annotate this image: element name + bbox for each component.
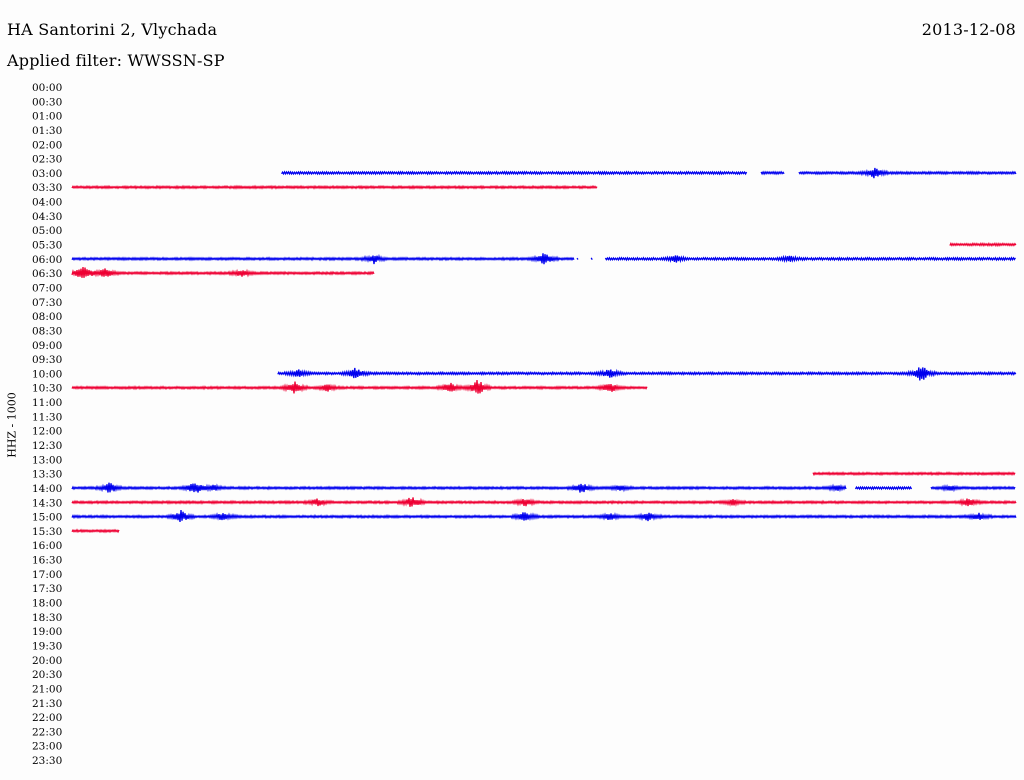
tick-label: 12:30 bbox=[32, 440, 62, 452]
tick-label: 00:30 bbox=[32, 96, 62, 108]
tick-label: 02:30 bbox=[32, 154, 62, 166]
tick-label: 18:30 bbox=[32, 612, 62, 624]
trace-row-0300 bbox=[281, 167, 1017, 179]
trace-row-1330 bbox=[812, 471, 1016, 477]
trace-segment bbox=[576, 257, 579, 260]
trace-row-1430 bbox=[71, 497, 1017, 507]
tick-label: 05:30 bbox=[32, 240, 62, 252]
trace-row-0630 bbox=[71, 266, 375, 278]
date-label: 2013-12-08 bbox=[921, 20, 1016, 39]
tick-label: 14:00 bbox=[32, 483, 62, 495]
trace-segment bbox=[71, 266, 375, 278]
tick-label: 06:30 bbox=[32, 268, 62, 280]
tick-label: 01:30 bbox=[32, 125, 62, 137]
trace-row-1530 bbox=[71, 528, 120, 534]
trace-segment bbox=[277, 367, 1017, 381]
tick-label: 10:00 bbox=[32, 368, 62, 380]
tick-label: 06:00 bbox=[32, 254, 62, 266]
tick-label: 16:30 bbox=[32, 555, 62, 567]
filter-value: WWSSN-SP bbox=[127, 51, 225, 70]
tick-label: 19:00 bbox=[32, 626, 62, 638]
tick-label: 11:00 bbox=[32, 397, 62, 409]
trace-row-1000 bbox=[277, 367, 1017, 381]
trace-segment bbox=[71, 482, 847, 493]
tick-label: 09:30 bbox=[32, 354, 62, 366]
trace-segment bbox=[760, 170, 785, 176]
tick-label: 17:00 bbox=[32, 569, 62, 581]
tick-label: 07:30 bbox=[32, 297, 62, 309]
trace-segment bbox=[798, 167, 1017, 179]
station-title: HA Santorini 2, Vlychada bbox=[7, 20, 218, 39]
tick-label: 16:00 bbox=[32, 540, 62, 552]
tick-label: 12:00 bbox=[32, 426, 62, 438]
tick-label: 03:00 bbox=[32, 168, 62, 180]
tick-label: 15:00 bbox=[32, 512, 62, 524]
trace-row-1030 bbox=[71, 379, 648, 394]
trace-segment bbox=[590, 257, 593, 260]
tick-label: 23:00 bbox=[32, 741, 62, 753]
tick-label: 18:00 bbox=[32, 598, 62, 610]
trace-segment bbox=[71, 253, 575, 265]
tick-label: 08:30 bbox=[32, 325, 62, 337]
trace-row-1400 bbox=[71, 482, 1016, 493]
trace-segment bbox=[854, 485, 913, 491]
filter-label: Applied filter: bbox=[7, 51, 123, 70]
tick-label: 13:30 bbox=[32, 469, 62, 481]
trace-segment bbox=[71, 497, 1017, 507]
trace-segment bbox=[71, 509, 1017, 523]
trace-segment bbox=[71, 184, 598, 190]
trace-row-0600 bbox=[71, 253, 1016, 265]
tick-label: 13:00 bbox=[32, 454, 62, 466]
tick-label: 09:00 bbox=[32, 340, 62, 352]
trace-segment bbox=[949, 241, 1017, 248]
tick-label: 08:00 bbox=[32, 311, 62, 323]
tick-label: 11:30 bbox=[32, 411, 62, 423]
tick-label: 19:30 bbox=[32, 640, 62, 652]
tick-label: 20:00 bbox=[32, 655, 62, 667]
tick-label: 10:30 bbox=[32, 383, 62, 395]
tick-label: 20:30 bbox=[32, 669, 62, 681]
tick-label: 03:30 bbox=[32, 182, 62, 194]
trace-row-0330 bbox=[71, 184, 598, 190]
trace-segment bbox=[71, 528, 120, 534]
tick-label: 04:00 bbox=[32, 197, 62, 209]
tick-label: 15:30 bbox=[32, 526, 62, 538]
tick-label: 04:30 bbox=[32, 211, 62, 223]
trace-row-0530 bbox=[949, 241, 1017, 248]
trace-segment bbox=[281, 170, 748, 176]
trace-segment bbox=[930, 484, 1016, 493]
tick-label: 21:00 bbox=[32, 683, 62, 695]
trace-segment bbox=[604, 254, 1016, 264]
tick-label: 05:00 bbox=[32, 225, 62, 237]
tick-label: 22:30 bbox=[32, 726, 62, 738]
tick-label: 14:30 bbox=[32, 497, 62, 509]
tick-label: 02:00 bbox=[32, 139, 62, 151]
trace-group bbox=[71, 167, 1017, 534]
tick-label: 23:30 bbox=[32, 755, 62, 767]
tick-label: 17:30 bbox=[32, 583, 62, 595]
tick-label: 00:00 bbox=[32, 82, 62, 94]
trace-segment bbox=[71, 379, 648, 394]
tick-label: 07:00 bbox=[32, 282, 62, 294]
tick-label: 01:00 bbox=[32, 111, 62, 123]
filter-line: Applied filter: WWSSN-SP bbox=[7, 51, 225, 70]
trace-segment bbox=[812, 471, 1016, 477]
trace-row-1500 bbox=[71, 509, 1017, 523]
tick-label: 21:30 bbox=[32, 698, 62, 710]
row-tick-labels: 00:00 00:30 01:00 01:30 02:00 02:30 03:00 03:30… bbox=[32, 82, 62, 767]
tick-label: 22:00 bbox=[32, 712, 62, 724]
